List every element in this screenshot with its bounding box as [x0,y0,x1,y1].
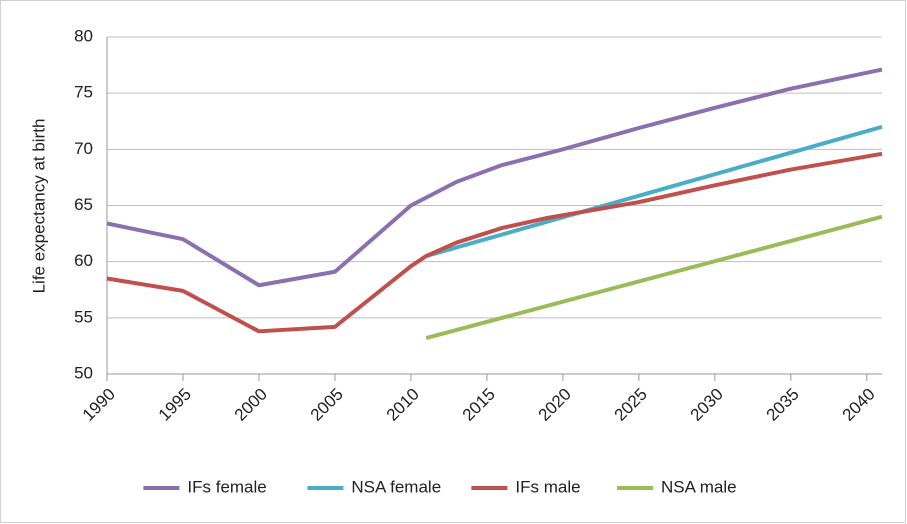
legend: IFs female NSA female IFs male NSA male [143,477,737,496]
line-series [425,124,883,258]
y-tick-label: 75 [74,83,93,102]
y-tick-label: 60 [74,251,93,270]
y-tick-label: 65 [74,195,93,214]
y-tick-label: 55 [74,307,93,326]
legend-label: IFs male [515,477,580,496]
line-series [106,151,883,334]
y-axis-label: Life expectancy at birth [29,119,48,294]
line-series [106,67,883,288]
y-tick-label: 50 [74,363,93,382]
legend-label: NSA female [351,477,441,496]
legend-label: IFs female [187,477,266,496]
y-tick-label: 70 [74,139,93,158]
y-tick-label: 80 [74,26,93,45]
legend-label: NSA male [661,477,737,496]
line-series [425,214,883,340]
